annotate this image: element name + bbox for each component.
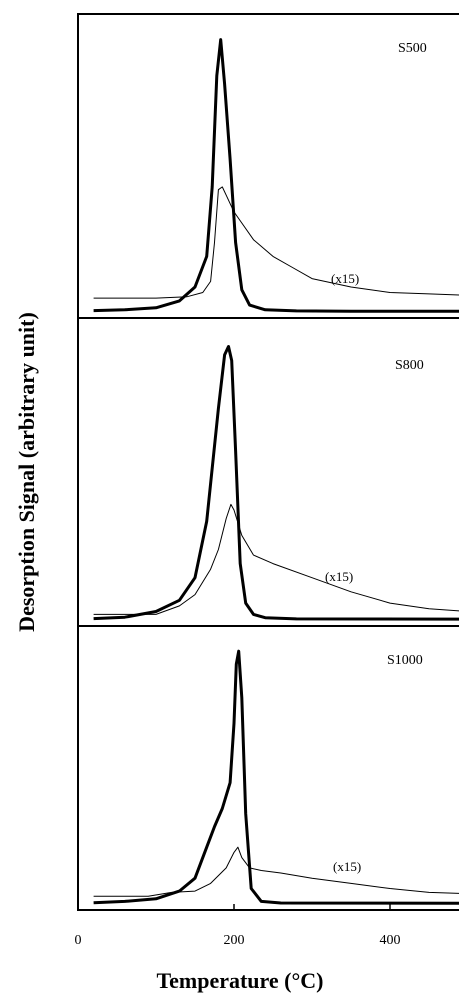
series-x15-line xyxy=(93,846,459,897)
panel-s500-annotation: (x15) xyxy=(331,271,359,286)
panel-s800: S800 (x15) xyxy=(77,317,459,627)
x-tick-label: 400 xyxy=(380,933,401,948)
series-main-line xyxy=(93,649,459,905)
series-x15-line xyxy=(93,186,459,299)
panel-s1000-traces xyxy=(93,649,459,905)
series-x15-line xyxy=(93,503,459,615)
panel-s800-annotation: (x15) xyxy=(325,569,353,584)
x-tick-label: 0 xyxy=(75,933,82,948)
panel-s1000-frame xyxy=(77,625,459,911)
panel-s1000-annotation: (x15) xyxy=(333,859,361,874)
x-axis-label: Temperature (°C) xyxy=(156,968,323,993)
series-main-line xyxy=(93,38,459,313)
panel-s1000-label: S1000 xyxy=(387,653,423,668)
y-axis-label: Desorption Signal (arbitrary unit) xyxy=(14,312,39,632)
x-axis: 0 200 400 xyxy=(75,904,401,948)
panel-s500: S500 (x15) xyxy=(77,13,459,319)
panel-s800-label: S800 xyxy=(395,358,424,373)
panel-s500-traces xyxy=(93,38,459,313)
panel-s500-frame xyxy=(77,13,459,319)
panel-s1000: S1000 (x15) xyxy=(77,625,459,911)
panel-s500-label: S500 xyxy=(398,41,427,56)
panel-s800-traces xyxy=(93,345,459,621)
series-main-line xyxy=(93,345,459,621)
x-tick-label: 200 xyxy=(224,933,245,948)
